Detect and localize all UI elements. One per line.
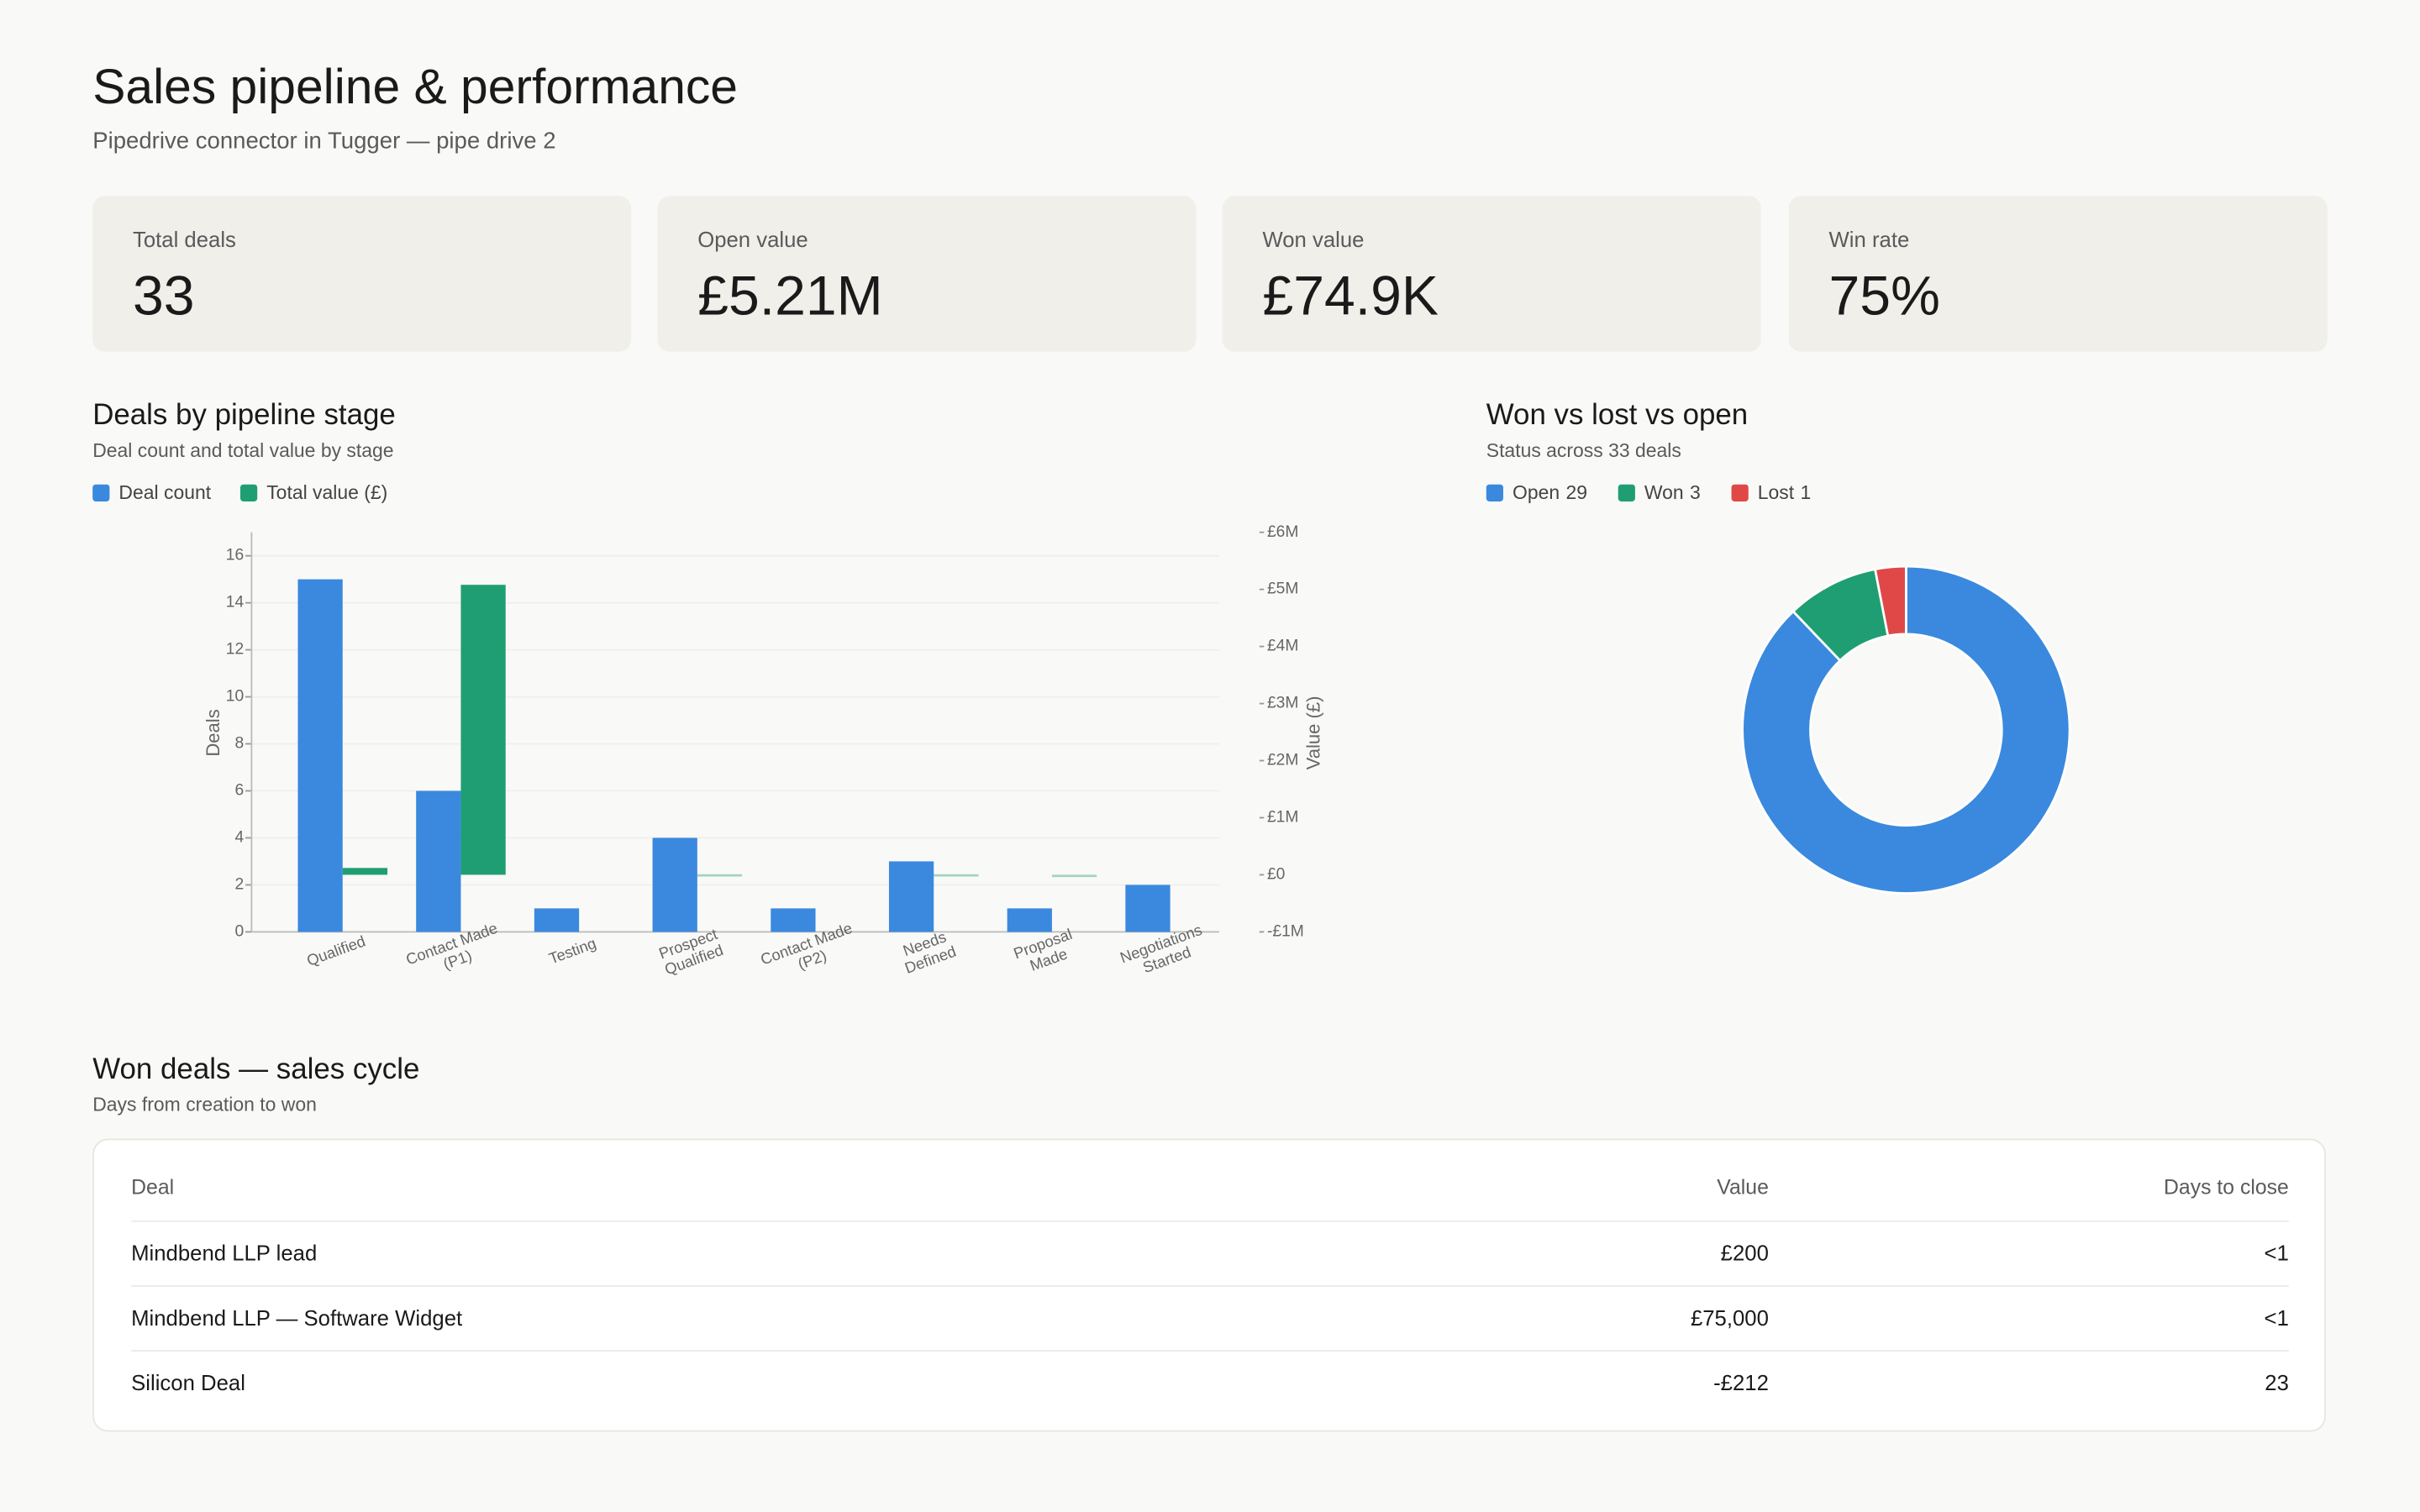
- chart-subtitle: Deal count and total value by stage: [92, 439, 393, 461]
- legend-label: Won: [1644, 481, 1684, 503]
- y-axis-label: Deals: [203, 709, 224, 756]
- legend-label: Deal count: [118, 481, 211, 503]
- column-header: Days to close: [2164, 1175, 2289, 1200]
- bar: [460, 585, 506, 875]
- y-tick-label: 10: [226, 688, 244, 706]
- donut-slice: [1741, 564, 2071, 895]
- kpi-value: 75%: [1828, 264, 1940, 328]
- y2-tick-label: -£1M: [1267, 922, 1304, 940]
- column-header: Deal: [131, 1175, 175, 1200]
- legend-swatch: [1486, 484, 1503, 501]
- cell: -£212: [1713, 1370, 1769, 1395]
- kpi-card: Win rate 75%: [1788, 196, 2328, 352]
- table-title: Won deals — sales cycle: [92, 1053, 420, 1087]
- table-row: Mindbend LLP — Software Widget £75,000 <…: [131, 1285, 2289, 1352]
- bar: [297, 579, 343, 932]
- legend-value: 1: [1800, 481, 1811, 503]
- bar: [934, 874, 979, 877]
- y-tick-label: 14: [226, 594, 245, 612]
- page-subtitle: Pipedrive connector in Tugger — pipe dri…: [92, 128, 556, 155]
- cell: <1: [2264, 1305, 2289, 1331]
- legend-label: Lost: [1758, 481, 1795, 503]
- chart-title: Won vs lost vs open: [1486, 398, 1748, 431]
- cell: <1: [2264, 1240, 2289, 1266]
- legend-swatch: [1731, 484, 1749, 501]
- legend-swatch: [1618, 484, 1635, 501]
- donut-slice: [1873, 564, 1907, 638]
- table-card: Deal Value Days to close Mindbend LLP le…: [92, 1138, 2326, 1432]
- cell: 23: [2265, 1370, 2289, 1395]
- y2-tick-label: £0: [1267, 866, 1285, 884]
- legend-label: Total value (£): [266, 481, 387, 503]
- table-row: Mindbend LLP lead £200 <1: [131, 1220, 2289, 1287]
- y-tick-label: 8: [234, 735, 244, 753]
- bar: [1051, 874, 1097, 878]
- y2-tick-label: £6M: [1267, 523, 1298, 541]
- table-subtitle: Days from creation to won: [92, 1094, 317, 1116]
- legend-value: 3: [1690, 481, 1701, 503]
- y-tick-label: 4: [234, 829, 244, 847]
- kpi-card: Won value £74.9K: [1222, 196, 1761, 352]
- kpi-card: Open value £5.21M: [657, 196, 1197, 352]
- y2-tick-label: £2M: [1267, 752, 1298, 769]
- bar: [652, 837, 697, 932]
- legend-label: Open: [1512, 481, 1560, 503]
- cell: Mindbend LLP lead: [131, 1240, 318, 1266]
- x-tick-label: ProspectQualified: [656, 925, 725, 979]
- y-tick-label: 6: [234, 782, 244, 800]
- kpi-value: £5.21M: [697, 264, 883, 328]
- y2-tick-label: £1M: [1267, 809, 1298, 827]
- table-header: Deal Value Days to close: [131, 1158, 2289, 1222]
- x-tick-label: Qualified: [304, 932, 367, 969]
- bar: [416, 790, 461, 932]
- bar: [342, 868, 388, 875]
- kpi-label: Won value: [1262, 227, 1365, 252]
- table-row: Silicon Deal -£212 23: [131, 1350, 2289, 1416]
- kpi-value: 33: [132, 264, 195, 328]
- y-tick-label: 16: [226, 547, 244, 564]
- x-tick-label: Testing: [546, 934, 598, 968]
- y2-tick-label: £4M: [1267, 638, 1298, 655]
- x-tick-label: NeedsDefined: [897, 926, 959, 976]
- x-tick-label: ProposalMade: [1011, 925, 1080, 979]
- cell: £75,000: [1690, 1305, 1769, 1331]
- y2-tick-label: £5M: [1267, 580, 1298, 598]
- cell: Silicon Deal: [131, 1370, 245, 1395]
- legend-swatch: [239, 484, 258, 501]
- kpi-card: Total deals 33: [92, 196, 632, 352]
- kpi-label: Total deals: [132, 227, 236, 252]
- bar: [771, 908, 816, 932]
- chart-title: Deals by pipeline stage: [92, 398, 396, 431]
- bar: [697, 874, 743, 877]
- charts: Deals by pipeline stage Deal count and to…: [92, 398, 2071, 979]
- bar: [534, 908, 580, 932]
- y2-tick-label: £3M: [1267, 695, 1298, 712]
- legend-swatch: [92, 484, 110, 501]
- y-tick-label: 2: [234, 876, 244, 894]
- page-title: Sales pipeline & performance: [92, 58, 738, 114]
- column-header: Value: [1717, 1175, 1769, 1200]
- cell: £200: [1720, 1240, 1769, 1266]
- y-tick-label: 0: [234, 922, 244, 940]
- bar: [1125, 885, 1171, 932]
- kpi-value: £74.9K: [1262, 264, 1439, 328]
- kpi-label: Open value: [697, 227, 808, 252]
- cell: Mindbend LLP — Software Widget: [131, 1305, 463, 1331]
- chart-subtitle: Status across 33 deals: [1486, 439, 1681, 461]
- y-tick-label: 12: [226, 641, 244, 659]
- bar: [1007, 908, 1052, 932]
- bar: [888, 861, 934, 932]
- kpi-label: Win rate: [1828, 227, 1910, 252]
- y2-axis-label: Value (£): [1303, 696, 1324, 770]
- legend-value: 29: [1565, 481, 1587, 503]
